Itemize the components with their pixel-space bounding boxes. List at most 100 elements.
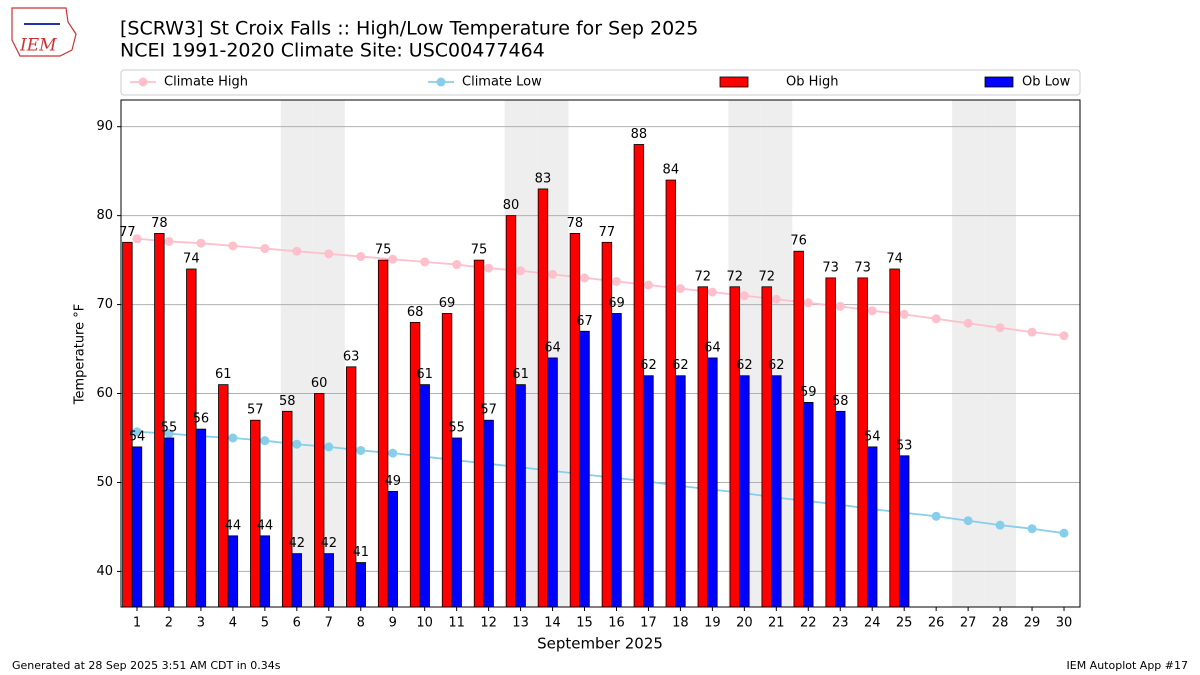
bar — [163, 437, 175, 608]
climate-point — [803, 298, 813, 308]
y-axis-label: Temperature °F — [73, 304, 88, 405]
bar-value-label: 74 — [886, 252, 903, 267]
climate-point — [324, 249, 334, 259]
x-tick-label: 22 — [800, 616, 817, 631]
bar — [611, 313, 622, 608]
y-tick-label: 70 — [96, 297, 113, 312]
x-tick-label: 16 — [608, 616, 625, 631]
x-tick-label: 26 — [928, 616, 945, 631]
bar-value-label: 68 — [407, 305, 424, 320]
bar — [867, 446, 878, 608]
bar — [122, 241, 133, 608]
bar — [250, 419, 261, 608]
climate-point — [580, 273, 590, 283]
weekend-shade — [952, 100, 985, 607]
x-tick-label: 19 — [704, 616, 721, 631]
x-tick-label: 30 — [1056, 616, 1073, 631]
bar-value-label: 62 — [736, 358, 753, 373]
bar — [761, 286, 772, 608]
bar — [793, 250, 804, 608]
bar-value-label: 75 — [471, 243, 488, 258]
bar-value-label: 80 — [503, 198, 520, 213]
bar — [419, 384, 430, 608]
legend-box — [120, 69, 1081, 96]
bar-value-label: 61 — [215, 367, 232, 382]
bar-value-label: 41 — [352, 545, 369, 560]
bar — [547, 357, 558, 608]
bar — [825, 277, 836, 608]
chart-title: [SCRW3] St Croix Falls :: High/Low Tempe… — [120, 18, 698, 40]
logo-outline — [11, 7, 77, 57]
y-tick-label: 90 — [96, 119, 113, 134]
x-tick-label: 23 — [832, 616, 849, 631]
climate-point — [452, 260, 462, 270]
bar-value-label: 56 — [193, 412, 210, 427]
x-tick-label: 10 — [416, 616, 433, 631]
climate-point — [228, 433, 238, 443]
bar — [633, 144, 645, 608]
climate-point — [899, 309, 909, 319]
bar — [643, 375, 654, 608]
climate-point — [356, 445, 366, 455]
bar-value-label: 62 — [672, 358, 689, 373]
x-tick-label: 6 — [293, 616, 301, 631]
x-tick-label: 8 — [357, 616, 365, 631]
bar — [218, 384, 229, 608]
bar-value-label: 54 — [129, 429, 146, 444]
climate-point — [196, 238, 206, 248]
bar-value-label: 72 — [726, 269, 743, 284]
bar-value-label: 88 — [631, 127, 648, 142]
bar — [665, 179, 677, 608]
x-tick-label: 13 — [512, 616, 529, 631]
climate-point — [388, 254, 398, 264]
bar-value-label: 72 — [758, 269, 775, 284]
climate-point — [1027, 327, 1037, 337]
climate-point — [963, 516, 973, 526]
climate-point — [260, 244, 270, 254]
climate-point — [132, 427, 142, 437]
x-tick-label: 18 — [672, 616, 689, 631]
legend-swatch — [984, 76, 1014, 88]
bar — [282, 410, 293, 608]
climate-point — [388, 448, 398, 458]
climate-point — [835, 301, 845, 311]
x-tick-label: 1 — [133, 616, 141, 631]
bar-value-label: 58 — [832, 394, 849, 409]
bar-value-label: 69 — [439, 296, 456, 311]
climate-point — [931, 511, 941, 521]
bar — [515, 384, 526, 608]
bar — [537, 188, 549, 608]
climate-point — [867, 306, 877, 316]
legend-marker — [436, 77, 446, 87]
y-tick-label: 40 — [96, 564, 113, 579]
climate-point — [611, 276, 621, 286]
climate-point — [995, 520, 1005, 530]
bar-value-label: 44 — [225, 518, 242, 533]
x-tick-label: 17 — [640, 616, 657, 631]
bar — [345, 366, 357, 608]
bar-value-label: 63 — [343, 349, 360, 364]
x-axis-label: September 2025 — [537, 635, 663, 653]
bar-value-label: 44 — [257, 518, 274, 533]
bar-value-label: 72 — [695, 269, 712, 284]
x-tick-label: 25 — [896, 616, 913, 631]
legend-label: Ob Low — [1022, 75, 1071, 90]
bar-value-label: 61 — [512, 367, 529, 382]
climate-point — [324, 442, 334, 452]
bar-value-label: 64 — [704, 340, 721, 355]
bar-value-label: 55 — [448, 421, 465, 436]
x-tick-label: 21 — [768, 616, 785, 631]
bar-value-label: 61 — [416, 367, 433, 382]
climate-point — [707, 287, 717, 297]
climate-point — [1059, 331, 1069, 341]
climate-point — [292, 439, 302, 449]
climate-point — [548, 269, 558, 279]
bar — [451, 437, 462, 608]
bar — [291, 553, 303, 608]
bar-value-label: 73 — [822, 260, 839, 275]
bar-value-label: 42 — [289, 536, 306, 551]
bar-value-label: 74 — [183, 252, 200, 267]
y-tick-label: 50 — [96, 475, 113, 490]
bar-value-label: 53 — [896, 438, 913, 453]
bar — [377, 259, 389, 608]
